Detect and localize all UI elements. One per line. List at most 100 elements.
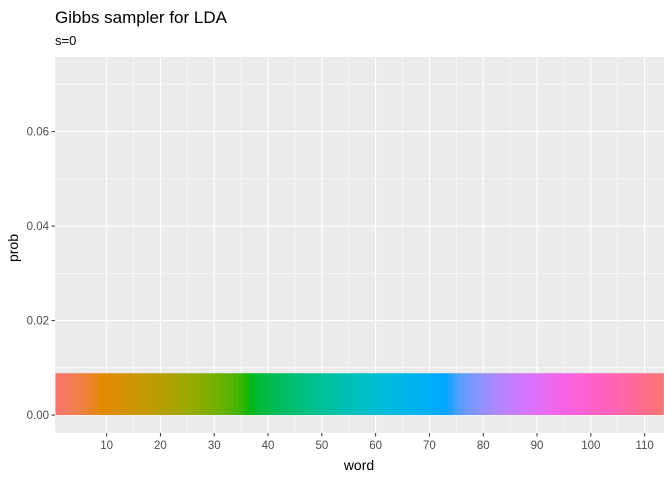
bar-word-25: [184, 373, 191, 416]
bar-word-27: [195, 373, 202, 416]
bar-word-49: [313, 373, 320, 416]
bar-word-5: [77, 373, 83, 416]
bar-word-29: [206, 373, 212, 416]
bar-word-7: [87, 373, 94, 416]
bar-word-77: [464, 373, 471, 416]
bar-word-17: [141, 373, 148, 416]
chart-subtitle: s=0: [55, 33, 76, 48]
bar-word-30: [211, 373, 218, 416]
bar-word-86: [512, 373, 519, 416]
bar-word-34: [233, 373, 239, 416]
bar-word-89: [528, 373, 535, 416]
bar-word-70: [426, 373, 433, 416]
bar-word-31: [216, 373, 223, 416]
bar-word-32: [222, 373, 229, 416]
bar-word-72: [437, 373, 444, 416]
bar-word-110: [641, 373, 648, 416]
bar-word-41: [270, 373, 277, 416]
x-tick-label: 70: [423, 440, 436, 452]
x-tick-label: 80: [477, 440, 490, 452]
bar-word-95: [561, 373, 568, 416]
bar-word-23: [173, 373, 180, 416]
minor-gridlines: [55, 57, 664, 433]
x-tick-label: 110: [635, 440, 653, 452]
x-tick-label: 10: [100, 440, 113, 452]
bar-word-12: [114, 373, 121, 416]
plot-panel: [55, 57, 664, 433]
bar-word-109: [636, 373, 643, 416]
bar-word-16: [136, 373, 143, 416]
bar-word-60: [372, 373, 379, 416]
bar-word-102: [598, 373, 605, 416]
bar-word-9: [98, 373, 105, 416]
bar-word-36: [243, 373, 250, 416]
x-axis-title: word: [343, 457, 374, 473]
bar-word-22: [168, 373, 175, 416]
bar-word-97: [572, 373, 578, 416]
bar-word-33: [227, 373, 234, 416]
bar-word-83: [496, 373, 503, 416]
bar-word-108: [631, 373, 637, 416]
bar-word-52: [329, 373, 336, 416]
bar-word-85: [507, 373, 514, 416]
bar-word-66: [405, 373, 412, 416]
bar-word-94: [555, 373, 562, 416]
y-axis-title: prob: [5, 234, 21, 262]
bar-word-67: [410, 373, 417, 416]
bar-word-6: [82, 373, 89, 416]
bar-word-63: [389, 373, 395, 416]
bar-word-35: [238, 373, 245, 416]
bars: [55, 373, 664, 416]
bar-word-44: [286, 373, 293, 416]
bar-word-64: [394, 373, 401, 416]
bar-word-61: [378, 373, 385, 416]
bar-word-2: [60, 373, 67, 416]
bar-word-96: [566, 373, 573, 416]
bar-word-38: [254, 373, 261, 416]
x-tick-label: 30: [208, 440, 221, 452]
bar-word-42: [276, 373, 282, 416]
y-tick-label: 0.00: [27, 410, 49, 422]
bar-word-40: [265, 373, 272, 416]
bar-word-99: [582, 373, 589, 416]
bar-word-56: [351, 373, 358, 416]
chart-title: Gibbs sampler for LDA: [55, 8, 228, 27]
bar-word-19: [152, 373, 159, 416]
bar-word-91: [539, 373, 546, 416]
bar-word-51: [324, 373, 331, 416]
bar-word-65: [399, 373, 406, 416]
bar-word-74: [448, 373, 455, 416]
bar-word-11: [109, 373, 116, 416]
x-tick-label: 90: [531, 440, 544, 452]
bar-word-103: [604, 373, 611, 416]
bar-word-14: [125, 373, 132, 416]
bar-word-28: [200, 373, 207, 416]
bar-word-101: [593, 373, 600, 416]
bar-word-105: [615, 373, 621, 416]
x-tick-label: 60: [369, 440, 382, 452]
bar-word-112: [652, 373, 659, 416]
bar-word-71: [432, 373, 438, 416]
bar-word-4: [71, 373, 78, 416]
bar-word-98: [577, 373, 584, 416]
bar-word-92: [545, 373, 551, 416]
x-axis: 10 20 30 40 50 60 70 80 90 100 110: [100, 433, 654, 452]
bar-word-88: [523, 373, 530, 416]
y-tick-label: 0.02: [27, 316, 49, 328]
x-tick-label: 100: [581, 440, 600, 452]
bar-word-81: [485, 373, 492, 416]
bar-word-68: [415, 373, 422, 416]
bar-word-84: [502, 373, 508, 416]
bar-word-43: [281, 373, 288, 416]
x-tick-label: 20: [154, 440, 167, 452]
y-tick-label: 0.04: [27, 221, 50, 233]
bar-word-8: [93, 373, 99, 416]
bar-word-3: [66, 373, 73, 416]
bar-word-54: [340, 373, 347, 416]
bar-word-80: [480, 373, 487, 416]
bar-word-113: [658, 373, 664, 416]
y-axis: 0.00 0.02 0.04 0.06: [27, 127, 55, 422]
bar-word-107: [625, 373, 632, 416]
bar-word-87: [518, 373, 524, 416]
bar-word-104: [609, 373, 616, 416]
